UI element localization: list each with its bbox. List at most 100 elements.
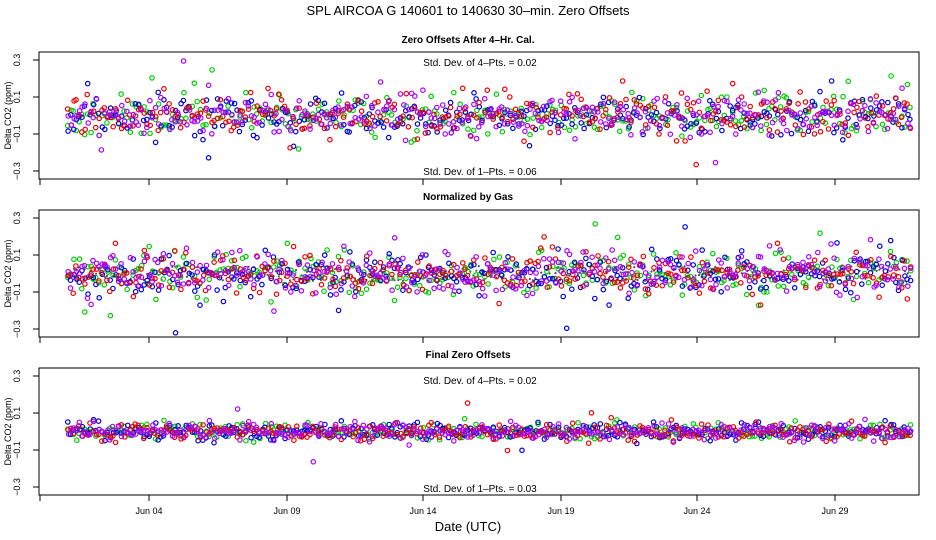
data-point xyxy=(608,414,615,421)
data-point xyxy=(451,124,458,131)
data-point xyxy=(282,282,289,289)
data-point xyxy=(138,274,145,281)
data-point xyxy=(285,424,292,430)
data-point xyxy=(524,292,530,299)
data-point xyxy=(473,427,480,433)
data-point xyxy=(651,264,657,271)
data-point xyxy=(245,106,252,113)
data-point xyxy=(839,129,846,136)
data-point xyxy=(611,101,618,108)
data-point xyxy=(594,429,601,435)
data-point xyxy=(800,259,806,266)
data-point xyxy=(248,98,255,104)
data-point xyxy=(158,94,164,101)
data-point xyxy=(634,272,641,279)
data-point xyxy=(645,290,652,297)
data-point xyxy=(814,268,821,274)
normalized-point xyxy=(565,273,568,277)
data-point xyxy=(768,133,775,139)
data-point xyxy=(884,260,891,267)
data-point xyxy=(507,110,514,117)
data-point xyxy=(763,284,770,291)
data-point xyxy=(729,113,736,120)
data-point xyxy=(580,113,587,120)
data-point xyxy=(357,121,364,128)
data-point xyxy=(715,276,722,282)
data-point xyxy=(405,106,412,113)
data-point xyxy=(780,431,787,438)
data-point xyxy=(96,263,102,270)
y-tick-label: −0.3 xyxy=(12,320,22,338)
data-point xyxy=(778,132,784,138)
data-point xyxy=(433,276,440,283)
data-point xyxy=(307,252,313,259)
data-point xyxy=(592,424,599,431)
data-point xyxy=(459,117,466,123)
data-point xyxy=(797,266,804,273)
data-point xyxy=(253,424,260,431)
data-point xyxy=(636,94,643,101)
data-point xyxy=(459,119,465,126)
data-point xyxy=(659,282,666,289)
data-point xyxy=(651,278,657,285)
data-point xyxy=(88,271,94,277)
data-point xyxy=(293,105,300,112)
data-point xyxy=(366,111,373,117)
normalized-point xyxy=(391,277,394,280)
data-point xyxy=(847,289,854,296)
data-point xyxy=(411,273,418,280)
data-point xyxy=(853,249,860,256)
data-point xyxy=(321,110,328,117)
data-point xyxy=(383,425,389,431)
data-point xyxy=(459,85,466,92)
data-point xyxy=(177,427,184,434)
data-point xyxy=(783,94,790,101)
data-point xyxy=(566,436,573,442)
data-point xyxy=(667,271,674,278)
data-point xyxy=(394,264,401,270)
data-point xyxy=(456,288,462,295)
data-point xyxy=(254,253,261,260)
data-point xyxy=(544,117,551,124)
data-point xyxy=(457,101,464,108)
data-point xyxy=(744,265,751,272)
data-point xyxy=(65,431,72,438)
data-point xyxy=(800,131,807,138)
data-point xyxy=(527,269,534,276)
data-point xyxy=(386,97,392,104)
data-point xyxy=(521,269,528,276)
data-point xyxy=(369,280,376,287)
normalized-point xyxy=(878,268,881,271)
data-point xyxy=(797,424,803,430)
data-point xyxy=(293,429,299,436)
data-point xyxy=(457,111,463,118)
data-point xyxy=(299,112,305,118)
data-point xyxy=(484,87,491,94)
data-point xyxy=(304,116,311,123)
data-point xyxy=(530,115,537,121)
data-point xyxy=(101,431,108,437)
data-point xyxy=(882,417,888,424)
data-point xyxy=(797,110,804,116)
data-point xyxy=(105,266,111,273)
data-point xyxy=(510,433,516,440)
data-point xyxy=(160,122,167,128)
data-point xyxy=(155,101,162,107)
data-point xyxy=(417,115,424,121)
data-point xyxy=(321,125,328,132)
data-point xyxy=(899,125,905,131)
data-point xyxy=(290,243,297,250)
data-point xyxy=(896,284,902,291)
y-axis: 0.3 0.1 −0.1 −0.3 xyxy=(12,54,39,180)
data-point xyxy=(648,112,655,118)
data-point xyxy=(324,267,331,274)
data-point xyxy=(203,297,210,303)
data-point xyxy=(333,291,340,298)
data-point xyxy=(358,114,365,120)
data-point xyxy=(436,436,443,443)
data-point xyxy=(141,130,147,137)
data-point xyxy=(318,420,324,427)
data-point xyxy=(876,294,882,301)
x-tick-label: Jun 09 xyxy=(273,506,300,516)
data-point xyxy=(856,98,862,105)
